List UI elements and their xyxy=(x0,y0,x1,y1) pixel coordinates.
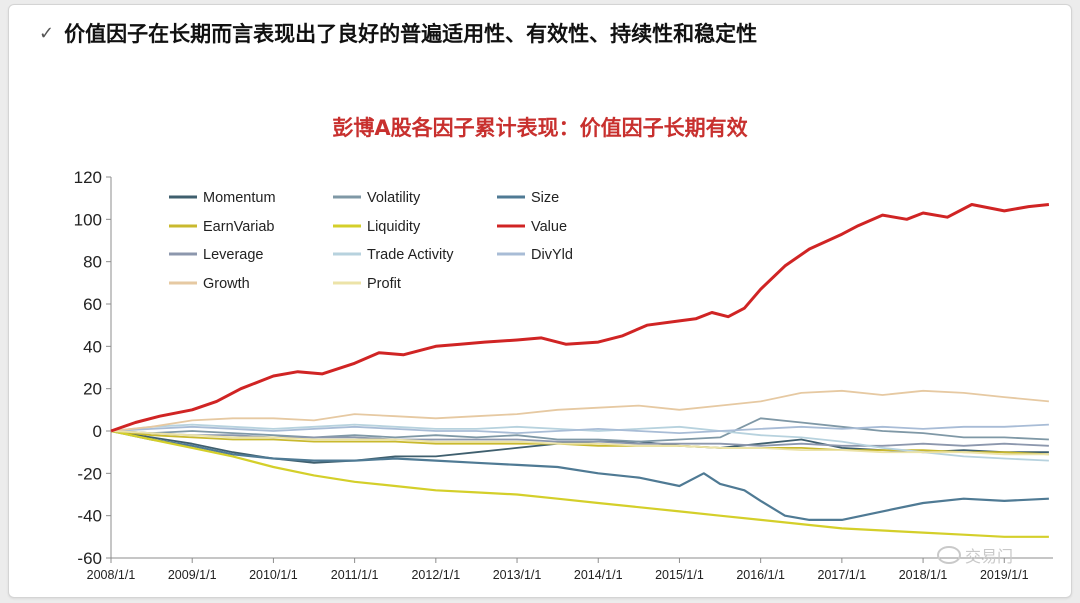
x-tick-label: 2018/1/1 xyxy=(899,568,948,582)
y-tick-label: 60 xyxy=(83,295,102,314)
y-tick-label: 40 xyxy=(83,337,102,356)
y-tick-label: 20 xyxy=(83,380,102,399)
x-tick-label: 2010/1/1 xyxy=(249,568,298,582)
x-tick-label: 2013/1/1 xyxy=(493,568,542,582)
series-line-profit xyxy=(110,430,1049,456)
watermark: 交易门 xyxy=(937,543,1013,567)
legend-label: Profit xyxy=(367,276,401,292)
y-tick-label: 0 xyxy=(93,422,102,441)
legend-label: Volatility xyxy=(367,190,421,206)
series-line-value xyxy=(110,203,1050,433)
legend-label: DivYld xyxy=(531,247,573,263)
x-tick-label: 2009/1/1 xyxy=(168,568,217,582)
chart-title: 彭博A股各因子累计表现：价值因子长期有效 xyxy=(332,116,748,140)
series-line-earnvariab xyxy=(110,430,1049,456)
x-tick-label: 2008/1/1 xyxy=(87,568,136,582)
legend-label: Leverage xyxy=(203,247,263,263)
chart-axes: -60 -40 -20 0 20 40 60 80 100 120 2008/1/1 2009/1/1… xyxy=(74,168,1053,582)
headline-text: 价值因子在长期而言表现出了良好的普遍适用性、有效性、持续性和稳定性 xyxy=(64,22,758,46)
y-tick-label: 100 xyxy=(74,210,102,229)
y-tick-label: 120 xyxy=(74,168,102,187)
legend-label: Value xyxy=(531,219,567,235)
x-tick-label: 2012/1/1 xyxy=(411,568,460,582)
slide: ✓ 价值因子在长期而言表现出了良好的普遍适用性、有效性、持续性和稳定性 彭博A股… xyxy=(8,4,1072,598)
x-tick-label: 2017/1/1 xyxy=(818,568,867,582)
y-tick-label: -60 xyxy=(77,549,102,568)
x-tick-label: 2015/1/1 xyxy=(655,568,704,582)
x-tick-label: 2019/1/1 xyxy=(980,568,1029,582)
x-tick-label: 2014/1/1 xyxy=(574,568,623,582)
legend-label: EarnVariab xyxy=(203,219,274,235)
chart-lines xyxy=(110,203,1050,538)
headline: ✓ 价值因子在长期而言表现出了良好的普遍适用性、有效性、持续性和稳定性 xyxy=(39,19,757,47)
series-line-liquidity xyxy=(110,429,1049,538)
chart-legend: Momentum Volatility Size EarnVariab Liquidit… xyxy=(169,190,573,292)
series-line-volatility xyxy=(110,417,1049,443)
legend-label: Growth xyxy=(203,276,250,292)
y-tick-label: -20 xyxy=(77,464,102,483)
y-tick-label: -40 xyxy=(77,507,102,526)
legend-label: Liquidity xyxy=(367,219,421,235)
series-line-divyld xyxy=(110,423,1049,435)
y-tick-label: 80 xyxy=(83,253,102,272)
wechat-icon xyxy=(937,546,961,564)
x-tick-label: 2016/1/1 xyxy=(736,568,785,582)
x-tick-label: 2011/1/1 xyxy=(331,568,379,582)
legend-label: Trade Activity xyxy=(367,247,454,263)
checkmark-icon: ✓ xyxy=(39,22,55,44)
series-line-growth xyxy=(110,389,1049,432)
legend-label: Momentum xyxy=(203,190,276,206)
legend-label: Size xyxy=(531,190,559,206)
watermark-text: 交易门 xyxy=(965,547,1014,566)
line-chart: -60 -40 -20 0 20 40 60 80 100 120 2008/1/1 2009/1/1… xyxy=(74,168,1053,582)
series-line-size xyxy=(110,429,1049,522)
